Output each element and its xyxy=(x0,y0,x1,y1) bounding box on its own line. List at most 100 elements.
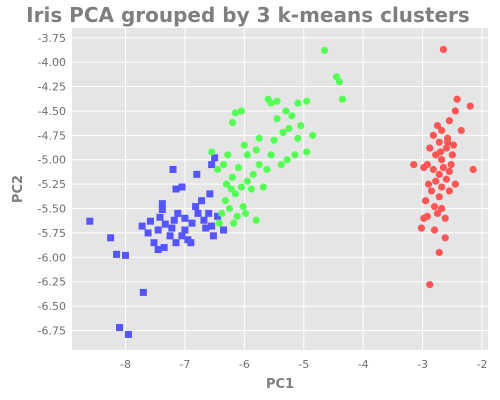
data-point xyxy=(192,203,200,211)
data-point xyxy=(144,229,152,237)
data-point xyxy=(442,175,450,183)
data-point xyxy=(442,144,450,152)
data-point xyxy=(161,220,169,228)
data-point xyxy=(445,187,453,195)
data-point xyxy=(172,239,180,247)
data-point xyxy=(297,121,305,130)
y-tick-label: -6.25 xyxy=(38,276,66,289)
x-tick-label: -2 xyxy=(477,358,488,371)
data-point xyxy=(441,234,449,242)
data-point xyxy=(453,95,461,103)
data-point xyxy=(426,144,434,152)
data-point xyxy=(288,112,296,120)
data-point xyxy=(438,156,446,164)
data-point xyxy=(420,214,428,222)
y-tick-label: -6.00 xyxy=(38,251,66,264)
data-point xyxy=(208,222,216,230)
y-tick-label: -4.00 xyxy=(38,56,66,69)
data-point xyxy=(430,202,439,211)
data-point xyxy=(230,219,238,227)
data-point xyxy=(205,209,213,217)
data-point xyxy=(259,183,267,191)
data-point xyxy=(435,248,443,257)
data-point xyxy=(273,115,281,123)
data-point xyxy=(154,245,162,253)
data-point xyxy=(113,250,121,258)
data-point xyxy=(178,183,186,191)
data-point xyxy=(209,232,217,240)
data-point xyxy=(172,185,180,193)
chart-title: Iris PCA grouped by 3 k-means clusters xyxy=(26,3,470,27)
data-point xyxy=(181,226,189,234)
data-point xyxy=(273,97,281,105)
y-tick-label: -5.25 xyxy=(38,178,66,191)
data-point xyxy=(466,102,474,110)
x-tick-label: -7 xyxy=(179,358,190,371)
data-point xyxy=(263,165,271,174)
data-point xyxy=(181,214,189,222)
data-point xyxy=(116,324,124,332)
data-point xyxy=(320,46,329,55)
data-point xyxy=(168,224,176,232)
data-point xyxy=(267,99,275,107)
data-point xyxy=(445,117,453,125)
data-point xyxy=(294,134,302,142)
y-axis-label: PC2 xyxy=(11,175,26,203)
data-point xyxy=(429,165,437,174)
data-point xyxy=(445,167,453,176)
data-point xyxy=(417,224,426,232)
data-point xyxy=(206,190,214,198)
data-point xyxy=(247,185,256,193)
data-point xyxy=(220,226,228,234)
y-tick-label: -5.00 xyxy=(38,154,66,167)
data-point xyxy=(187,239,195,247)
y-tick-label: -5.50 xyxy=(38,203,66,216)
series-2 xyxy=(208,46,346,227)
data-point xyxy=(426,281,434,289)
data-point xyxy=(469,165,477,174)
data-point xyxy=(214,212,222,220)
data-point xyxy=(283,156,291,164)
data-point xyxy=(270,136,278,144)
data-point xyxy=(231,190,240,198)
data-point xyxy=(335,78,344,86)
data-point xyxy=(139,288,147,296)
data-point xyxy=(228,173,237,181)
data-point xyxy=(241,209,250,217)
plot-area xyxy=(72,28,488,350)
data-point xyxy=(158,205,166,213)
data-point xyxy=(138,222,146,230)
data-point xyxy=(410,161,418,169)
data-point xyxy=(439,163,448,172)
data-points xyxy=(86,45,477,338)
data-point xyxy=(303,148,311,156)
data-point xyxy=(228,119,237,127)
data-point xyxy=(160,244,168,252)
data-point xyxy=(435,193,443,201)
data-point xyxy=(255,134,263,142)
data-point xyxy=(107,234,115,242)
data-point xyxy=(124,330,132,338)
data-point xyxy=(285,124,293,133)
data-point xyxy=(448,151,456,159)
data-point xyxy=(277,161,285,169)
data-point xyxy=(208,161,216,169)
data-point xyxy=(170,216,178,224)
y-tick-label: -4.75 xyxy=(38,129,66,142)
data-point xyxy=(447,161,455,169)
data-point xyxy=(282,107,290,115)
series-1 xyxy=(86,154,228,338)
data-point xyxy=(420,163,428,172)
y-tick-label: -4.50 xyxy=(38,105,66,118)
data-point xyxy=(156,213,164,221)
x-tick-label: -8 xyxy=(120,358,131,371)
y-tick-label: -3.75 xyxy=(38,32,66,45)
data-point xyxy=(211,154,219,162)
data-point xyxy=(174,209,182,217)
x-tick-label: -3 xyxy=(417,358,428,371)
data-point xyxy=(427,187,436,195)
y-tick-label: -4.25 xyxy=(38,81,66,94)
data-point xyxy=(432,177,440,185)
data-point xyxy=(233,212,241,220)
